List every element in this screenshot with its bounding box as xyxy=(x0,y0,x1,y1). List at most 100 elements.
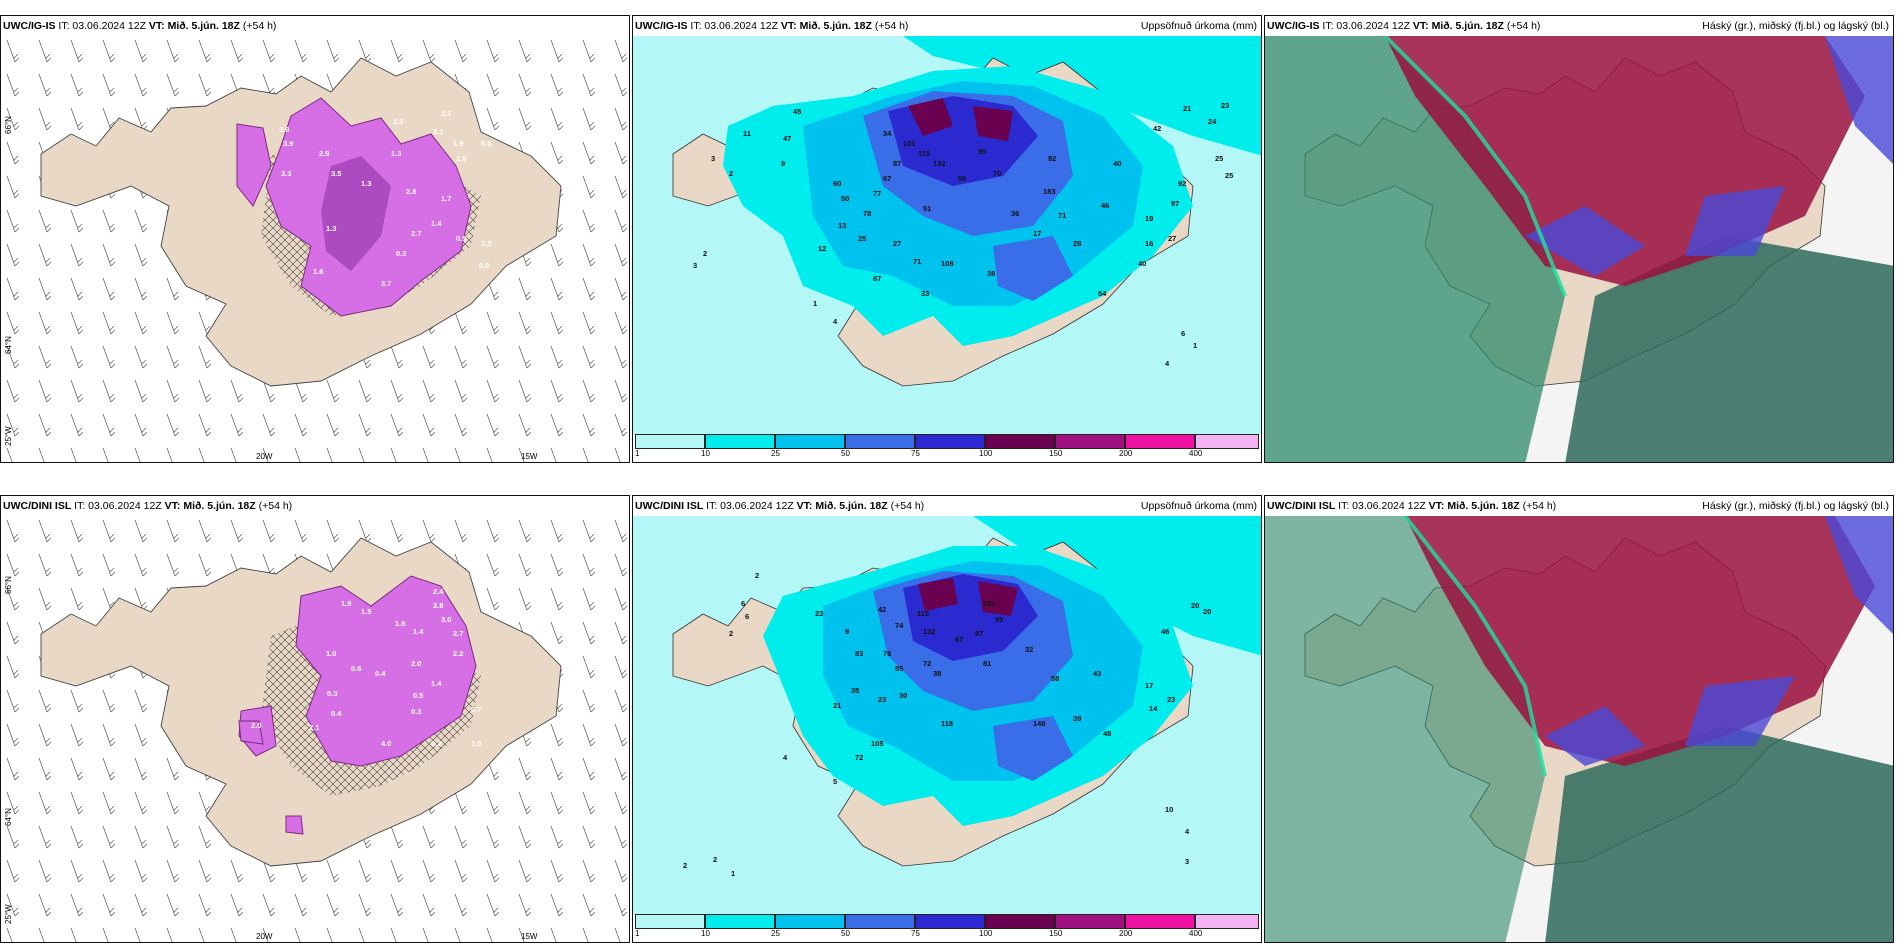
precip-value: 85 xyxy=(895,664,903,673)
precip-value: 3 xyxy=(1185,857,1189,866)
model-label: UWC/DINI ISL xyxy=(3,500,72,512)
precip-value: 23 xyxy=(815,609,823,618)
snow-value: 0.6 xyxy=(351,664,361,673)
lon-label-15w: 15W xyxy=(521,932,538,941)
colorbar-label: 100 xyxy=(979,449,993,458)
snow-values: 2.4 2.8 3.0 2.7 2.2 1.9 1.5 1.8 1.4 1.0 … xyxy=(251,587,481,748)
snow-value: 1.3 xyxy=(361,179,371,188)
precip-value: 4 xyxy=(783,753,788,762)
precip-value: 40 xyxy=(1113,159,1121,168)
colorbar-label: 100 xyxy=(979,929,993,938)
snow-value: 2.2 xyxy=(453,649,463,658)
precip-value: 72 xyxy=(923,659,931,668)
precip-value: 42 xyxy=(1153,124,1161,133)
precip-value: 67 xyxy=(873,274,881,283)
precip-value: 19 xyxy=(1145,214,1153,223)
colorbar-swatch xyxy=(915,434,985,449)
panel-title: Háský (gr.), miðský (fj.bl.) og lágský (… xyxy=(1702,500,1889,512)
valid-time: VT: Mið. 5.jún. 18Z xyxy=(1428,500,1520,512)
panel-header: UWC/IG-IS IT: 03.06.2024 12Z VT: Mið. 5.… xyxy=(633,16,1261,36)
colorbar-swatch xyxy=(635,914,705,929)
precip-values-top: 45 47 11 9 2 3 34 101 115 132 87 67 77 5… xyxy=(693,101,1233,368)
precip-value: 23 xyxy=(1221,101,1229,110)
lead-time: (+54 h) xyxy=(1522,500,1557,512)
snow-value: 1.9 xyxy=(453,139,463,148)
precip-value: 71 xyxy=(913,257,921,266)
precip-value: 9 xyxy=(781,159,785,168)
model-label: UWC/DINI ISL xyxy=(1267,500,1336,512)
precip-value: 81 xyxy=(983,659,991,668)
snow-value: 1.6 xyxy=(313,267,323,276)
colorbar-label: 400 xyxy=(1189,929,1203,938)
precip-value: 67 xyxy=(955,635,963,644)
colorbar-label: 1 xyxy=(635,929,640,938)
precip-value: 54 xyxy=(1098,289,1107,298)
colorbar-label: 75 xyxy=(911,449,920,458)
panel-header: UWC/IG-IS IT: 03.06.2024 12Z VT: Mið. 5.… xyxy=(1265,16,1893,36)
precip-value: 92 xyxy=(1048,154,1056,163)
precip-value: 2 xyxy=(755,571,759,580)
valid-time: VT: Mið. 5.jún. 18Z xyxy=(1412,20,1504,32)
precip-value: 132 xyxy=(923,627,936,636)
precip-value: 30 xyxy=(899,691,907,700)
precip-panel-igis: UWC/IG-IS IT: 03.06.2024 12Z VT: Mið. 5.… xyxy=(632,15,1262,463)
precip-map: 2 6 6 2 23 9 42 74 115 132 110 95 87 67 … xyxy=(633,516,1261,916)
colorbar-label: 25 xyxy=(771,929,780,938)
panel-title: Uppsöfnuð úrkoma (mm) xyxy=(1140,20,1257,32)
snow-value: 1.4 xyxy=(431,219,442,228)
valid-time: VT: Mið. 5.jún. 18Z xyxy=(780,20,872,32)
precip-value: 2 xyxy=(729,169,733,178)
colorbar-label: 25 xyxy=(771,449,780,458)
init-time: IT: 03.06.2024 12Z xyxy=(690,20,778,32)
snow-value: 3.0 xyxy=(441,615,451,624)
snow-value: 0.6 xyxy=(481,139,491,148)
precip-value: 6 xyxy=(741,599,745,608)
snow-value: 3.7 xyxy=(381,279,391,288)
precip-panel-dini: UWC/DINI ISL IT: 03.06.2024 12Z VT: Mið.… xyxy=(632,495,1262,943)
precip-value: 16 xyxy=(1145,239,1153,248)
precip-value: 76 xyxy=(883,649,891,658)
lat-label-66: 66°N xyxy=(4,116,13,134)
lon-label-20w: 20W xyxy=(256,452,273,461)
precip-value: 38 xyxy=(987,269,995,278)
snow-value: 0.2 xyxy=(506,267,516,276)
precip-value: 72 xyxy=(855,753,863,762)
colorbar-swatch xyxy=(1195,434,1259,449)
colorbar-label: 400 xyxy=(1189,449,1203,458)
colorbar-label: 10 xyxy=(701,449,710,458)
colorbar-label: 200 xyxy=(1119,929,1133,938)
colorbar-swatch xyxy=(845,914,915,929)
snow-panel-igis: UWC/IG-IS IT: 03.06.2024 12Z VT: Mið. 5.… xyxy=(0,15,630,463)
precip-value: 9 xyxy=(845,627,849,636)
snow-value: 1.8 xyxy=(395,619,405,628)
snow-value: 2.7 xyxy=(411,229,421,238)
precip-colorbar: 1 10 25 50 75 100 150 200 400 xyxy=(633,914,1261,942)
snow-area-west xyxy=(236,123,272,207)
precip-value: 21 xyxy=(1183,104,1191,113)
snow-area-small xyxy=(238,720,304,835)
precip-value: 60 xyxy=(833,179,841,188)
precip-value: 12 xyxy=(818,244,826,253)
panel-header: UWC/DINI ISL IT: 03.06.2024 12Z VT: Mið.… xyxy=(1,496,629,516)
snow-value: 0.9 xyxy=(479,261,489,270)
precip-value: 97 xyxy=(1171,199,1179,208)
snow-values: 2.1 2.1 3.9 3.9 2.9 3.3 3.5 2.2 1.9 1.5 … xyxy=(279,109,516,288)
colorbar-swatch xyxy=(705,914,775,929)
precip-value: 105 xyxy=(871,739,884,748)
precip-value: 28 xyxy=(1073,239,1081,248)
model-label: UWC/IG-IS xyxy=(635,20,688,32)
mid-cloud-blue xyxy=(1525,36,1893,276)
lead-time: (+54 h) xyxy=(1506,20,1541,32)
precip-value: 46 xyxy=(1161,627,1169,636)
colorbar-swatch xyxy=(775,914,845,929)
precip-value: 33 xyxy=(921,289,929,298)
colorbar-swatch xyxy=(985,434,1055,449)
precip-value: 43 xyxy=(1093,669,1101,678)
precip-value: 58 xyxy=(1051,674,1059,683)
snow-map: 2.1 2.1 3.9 3.9 2.9 3.3 3.5 2.2 1.9 1.5 … xyxy=(1,36,629,462)
low-cloud-green xyxy=(1265,36,1565,462)
snow-value: 2.4 xyxy=(433,587,444,596)
cloud-panel-igis: UWC/IG-IS IT: 03.06.2024 12Z VT: Mið. 5.… xyxy=(1264,15,1894,463)
snow-value: 1.3 xyxy=(391,149,401,158)
lat-label-64: 64°N xyxy=(4,336,13,354)
